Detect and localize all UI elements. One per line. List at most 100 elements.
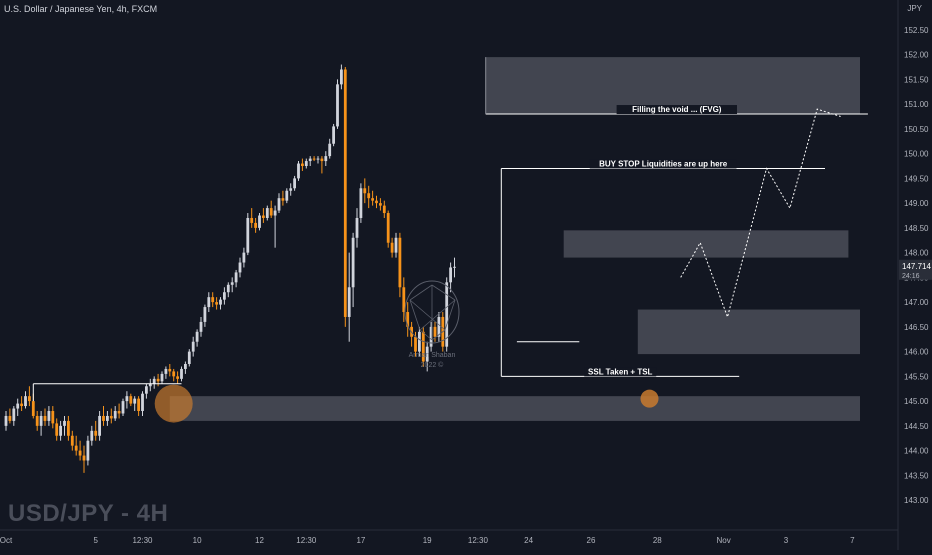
candle-body bbox=[137, 398, 140, 412]
price-tick-label: 152.00 bbox=[904, 51, 929, 60]
candle-body bbox=[98, 415, 101, 436]
candle-body bbox=[172, 371, 176, 377]
logo-name: Arman Shaban bbox=[408, 352, 456, 359]
candle-body bbox=[355, 217, 359, 238]
candle-body bbox=[164, 368, 168, 374]
candle-body bbox=[70, 435, 74, 446]
candle-body bbox=[262, 215, 265, 218]
price-tick-label: 146.00 bbox=[904, 348, 929, 357]
candle-body bbox=[125, 396, 129, 402]
time-tick-label: 12:30 bbox=[132, 536, 153, 545]
logo-outline bbox=[404, 280, 460, 344]
candle-body bbox=[371, 198, 374, 201]
candle-body bbox=[226, 284, 230, 293]
candle-body bbox=[340, 69, 343, 85]
price-tick-label: 143.50 bbox=[904, 471, 929, 480]
candle-body bbox=[211, 297, 215, 303]
time-tick-label: 12:30 bbox=[468, 536, 489, 545]
logo-stroke bbox=[409, 299, 421, 331]
candle-body bbox=[382, 205, 386, 214]
candle-body bbox=[129, 396, 133, 404]
candle-body bbox=[343, 69, 347, 317]
mid-supply-zone bbox=[563, 230, 849, 258]
zones-layer bbox=[169, 57, 861, 421]
time-axis[interactable]: Oct 5 12:30 10 12 12:30 17 19 12:30 24 26 28 Nov 3 7 bbox=[0, 529, 898, 545]
candle-body bbox=[223, 292, 226, 300]
logo-stroke bbox=[444, 299, 456, 331]
candle-body bbox=[285, 190, 289, 201]
candle-body bbox=[203, 307, 207, 322]
candle-body bbox=[269, 208, 273, 216]
candle-body bbox=[74, 445, 78, 451]
candle-body bbox=[265, 208, 269, 218]
candle-body bbox=[328, 143, 332, 157]
candle-body bbox=[394, 237, 398, 253]
candle-body bbox=[168, 368, 172, 372]
candle-body bbox=[301, 163, 304, 167]
candle-body bbox=[351, 237, 355, 288]
fvg-label-bg bbox=[616, 105, 737, 115]
candle-body bbox=[35, 415, 39, 426]
candle-body bbox=[152, 378, 156, 384]
candle-body bbox=[55, 423, 59, 436]
ssl-label-bg bbox=[584, 367, 657, 377]
price-tick-label: 145.00 bbox=[904, 397, 929, 406]
candle-body bbox=[106, 415, 109, 421]
candle-body bbox=[453, 266, 456, 268]
candle-body bbox=[59, 425, 62, 436]
candle-body bbox=[145, 386, 148, 394]
candle-body bbox=[199, 321, 203, 332]
candle-body bbox=[117, 411, 121, 414]
time-tick-label: 7 bbox=[850, 536, 855, 545]
time-tick-label: 26 bbox=[587, 536, 596, 545]
price-tick-label: 151.00 bbox=[904, 100, 929, 109]
projection-path bbox=[680, 108, 841, 319]
candle-body bbox=[429, 326, 433, 347]
candle-body bbox=[230, 282, 234, 285]
candle-body bbox=[187, 351, 191, 364]
candle-body bbox=[16, 403, 20, 409]
candle-body bbox=[367, 193, 371, 199]
candle-body bbox=[316, 158, 320, 160]
candle-body bbox=[449, 267, 452, 283]
candle-body bbox=[324, 156, 328, 162]
price-tick-label: 152.50 bbox=[904, 26, 929, 35]
candle-body bbox=[304, 161, 308, 167]
logo-stroke bbox=[409, 299, 446, 331]
candle-body bbox=[78, 450, 82, 456]
candle-body bbox=[109, 415, 113, 419]
liquidity-circle-large bbox=[154, 384, 193, 423]
candle-body bbox=[176, 376, 179, 379]
currency-label: JPY bbox=[907, 4, 922, 13]
candle-body bbox=[250, 217, 254, 223]
candle-body bbox=[398, 237, 402, 288]
candle-body bbox=[31, 401, 35, 416]
price-axis[interactable]: 152.50 152.00 151.50 151.00 150.50 150.00 149.… bbox=[897, 0, 929, 550]
logo-stroke bbox=[409, 284, 433, 301]
price-tick-label: 149.00 bbox=[904, 199, 929, 208]
time-tick-label: 3 bbox=[784, 536, 789, 545]
candle-body bbox=[141, 393, 144, 412]
candle-body bbox=[433, 326, 437, 337]
logo-stroke bbox=[419, 299, 456, 331]
price-tick-label: 150.00 bbox=[904, 150, 929, 159]
candle-body bbox=[363, 188, 367, 194]
brain-logo bbox=[404, 280, 460, 344]
candle-body bbox=[39, 415, 43, 426]
demand-zone bbox=[637, 309, 860, 355]
candle-body bbox=[390, 242, 394, 253]
candle-body bbox=[308, 158, 312, 162]
time-tick-label: 28 bbox=[653, 536, 662, 545]
candle-body bbox=[336, 84, 339, 127]
price-tick-label: 150.50 bbox=[904, 125, 929, 134]
logo-year: 2022 © bbox=[420, 362, 444, 369]
time-tick-label: 19 bbox=[423, 536, 432, 545]
lower-demand-zone bbox=[169, 396, 861, 421]
candle-body bbox=[102, 415, 105, 421]
candle-body bbox=[90, 430, 94, 441]
fvg-label: Filling the void ... (FVG) bbox=[632, 105, 722, 114]
time-tick-label: 12 bbox=[255, 536, 264, 545]
time-tick-label: 5 bbox=[93, 536, 98, 545]
candle-body bbox=[43, 415, 47, 421]
